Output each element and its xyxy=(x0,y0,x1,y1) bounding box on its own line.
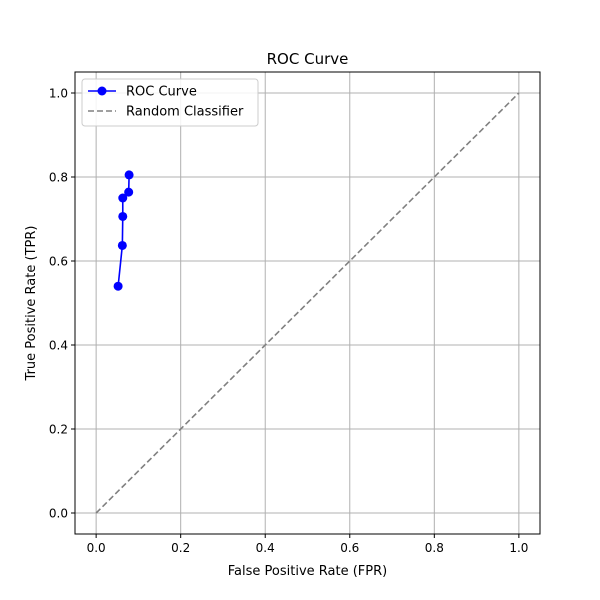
x-tick-label-1: 0.2 xyxy=(171,541,190,555)
grid xyxy=(75,72,540,534)
roc-point-0 xyxy=(113,281,123,291)
y-tick-label-3: 0.6 xyxy=(49,255,68,269)
y-tick-label-1: 0.2 xyxy=(49,423,68,437)
x-tick-label-5: 1.0 xyxy=(509,541,528,555)
y-axis-label: True Positive Rate (TPR) xyxy=(24,226,39,382)
y-tick-label-0: 0.0 xyxy=(49,507,68,521)
legend-entry-roc-curve: ROC Curve xyxy=(126,85,197,100)
random-classifier-line xyxy=(95,92,520,514)
roc-point-1 xyxy=(117,240,127,250)
plot-series xyxy=(95,92,520,514)
legend-box xyxy=(81,78,259,127)
roc-point-4 xyxy=(124,187,134,197)
ticks: 0.0 0.2 0.4 0.6 0.8 1.0 0.0 0.2 0.4 0.6 0.8 1.0 xyxy=(49,87,529,556)
x-axis-label: False Positive Rate (FPR) xyxy=(228,564,387,579)
y-tick-label-5: 1.0 xyxy=(49,87,68,101)
legend-entry-random-classifier: Random Classifier xyxy=(126,105,244,120)
axes-frame xyxy=(74,71,541,535)
y-tick-label-2: 0.4 xyxy=(49,339,68,353)
chart-title: ROC Curve xyxy=(267,50,349,68)
roc-point-3 xyxy=(118,193,128,203)
x-tick-label-0: 0.0 xyxy=(87,541,106,555)
x-tick-label-4: 0.8 xyxy=(425,541,444,555)
y-tick-label-4: 0.8 xyxy=(49,171,68,185)
roc-point-2 xyxy=(118,211,128,221)
legend: ROC Curve Random Classifier xyxy=(81,78,259,127)
x-tick-label-2: 0.4 xyxy=(256,541,275,555)
roc-point-5 xyxy=(124,170,134,180)
x-tick-label-3: 0.6 xyxy=(340,541,359,555)
legend-roc-marker-swatch xyxy=(97,86,107,96)
